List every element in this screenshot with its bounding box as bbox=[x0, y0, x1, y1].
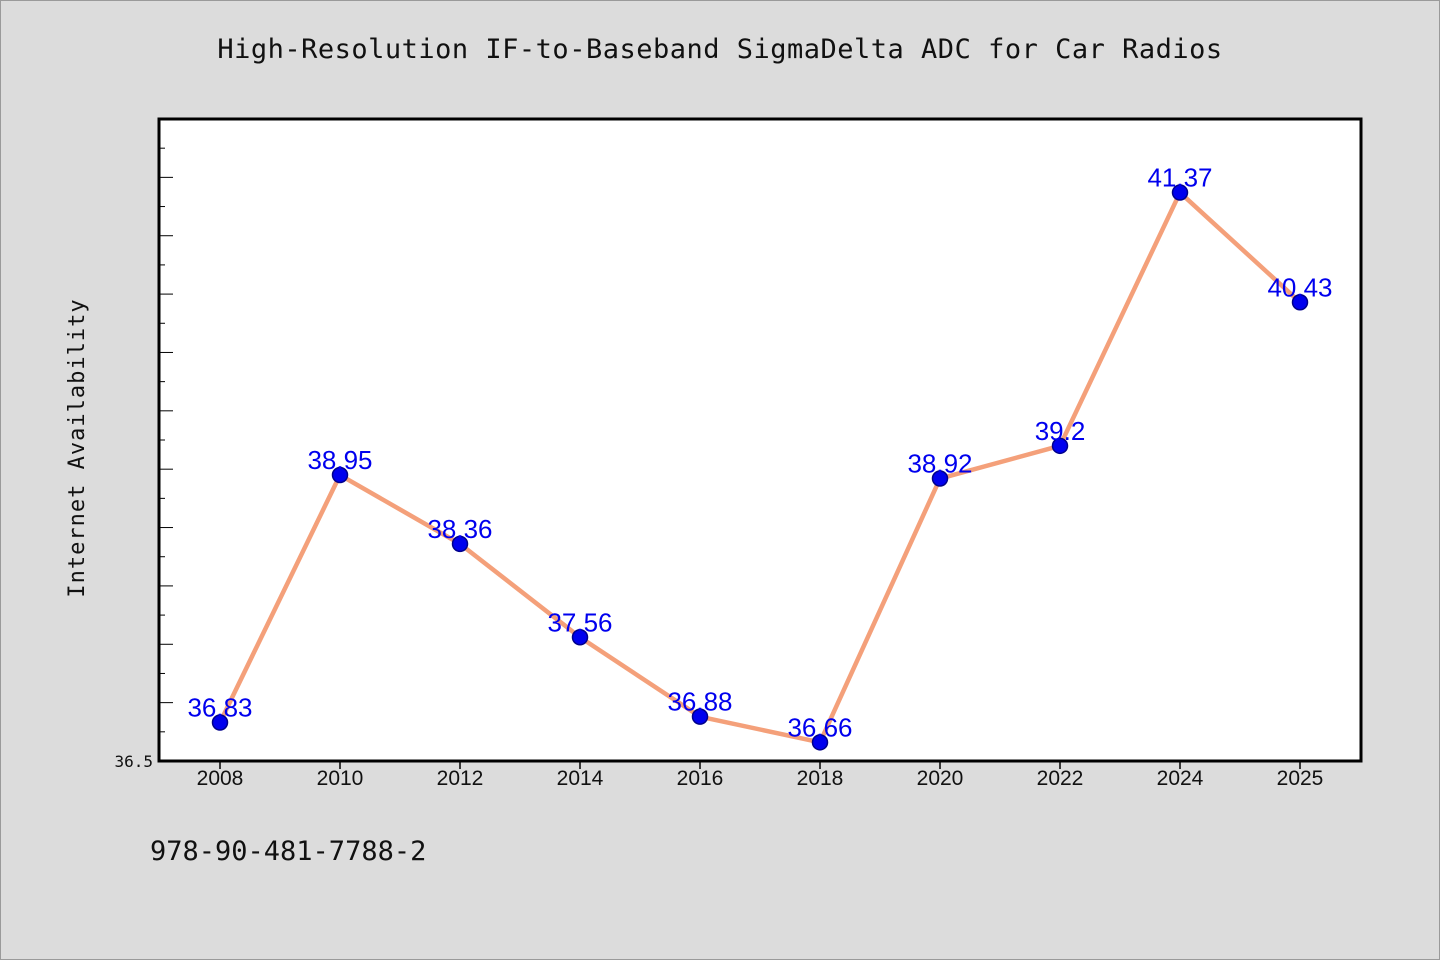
data-label: 39.2 bbox=[1035, 416, 1086, 446]
y-tick-label: 36.5 bbox=[114, 752, 153, 771]
x-tick-label: 2008 bbox=[197, 767, 244, 790]
data-point bbox=[931, 470, 949, 487]
x-tick-label: 2022 bbox=[1037, 767, 1084, 790]
x-tick-label: 2012 bbox=[437, 767, 484, 790]
data-label: 38.95 bbox=[307, 445, 372, 475]
data-label: 38.92 bbox=[907, 449, 972, 479]
data-label: 38.36 bbox=[427, 514, 492, 544]
y-axis-label: Internet Availability bbox=[65, 298, 90, 597]
data-point bbox=[691, 708, 709, 725]
data-point bbox=[331, 466, 349, 484]
x-tick-label: 2025 bbox=[1277, 767, 1324, 790]
data-label: 40.43 bbox=[1267, 272, 1332, 302]
data-point bbox=[211, 714, 229, 731]
data-point bbox=[1171, 184, 1189, 201]
data-point bbox=[1291, 294, 1309, 311]
data-point bbox=[451, 535, 469, 553]
data-point bbox=[571, 629, 589, 646]
series-line bbox=[217, 190, 1303, 745]
data-label: 37.56 bbox=[547, 607, 612, 637]
x-tick-label: 2014 bbox=[557, 767, 604, 790]
x-tick-label: 2024 bbox=[1157, 767, 1204, 790]
x-tick-label: 2020 bbox=[917, 767, 964, 790]
plot-area bbox=[157, 117, 1363, 763]
chart-title: High-Resolution IF-to-Baseband SigmaDelt… bbox=[217, 34, 1223, 65]
data-label: 41.37 bbox=[1147, 163, 1212, 193]
series-layer: 36.83 38.95 38.36 37.56 36.88 36.66 38.92 39.2 4… bbox=[187, 163, 1333, 751]
x-tick-label: 2010 bbox=[317, 767, 364, 790]
data-label: 36.66 bbox=[787, 712, 852, 742]
data-label: 36.83 bbox=[187, 692, 252, 722]
data-label: 36.88 bbox=[667, 687, 732, 717]
isbn-footer: 978-90-481-7788-2 bbox=[150, 836, 427, 867]
x-tick-label: 2018 bbox=[797, 767, 844, 790]
data-point bbox=[1051, 437, 1069, 455]
data-point bbox=[811, 734, 829, 751]
x-axis-ticks: 2008 2010 2012 2014 2016 2018 2020 2022 2024 2025 bbox=[197, 761, 1324, 790]
y-axis-ticks: 36.5 bbox=[114, 118, 173, 771]
x-tick-label: 2016 bbox=[677, 767, 724, 790]
